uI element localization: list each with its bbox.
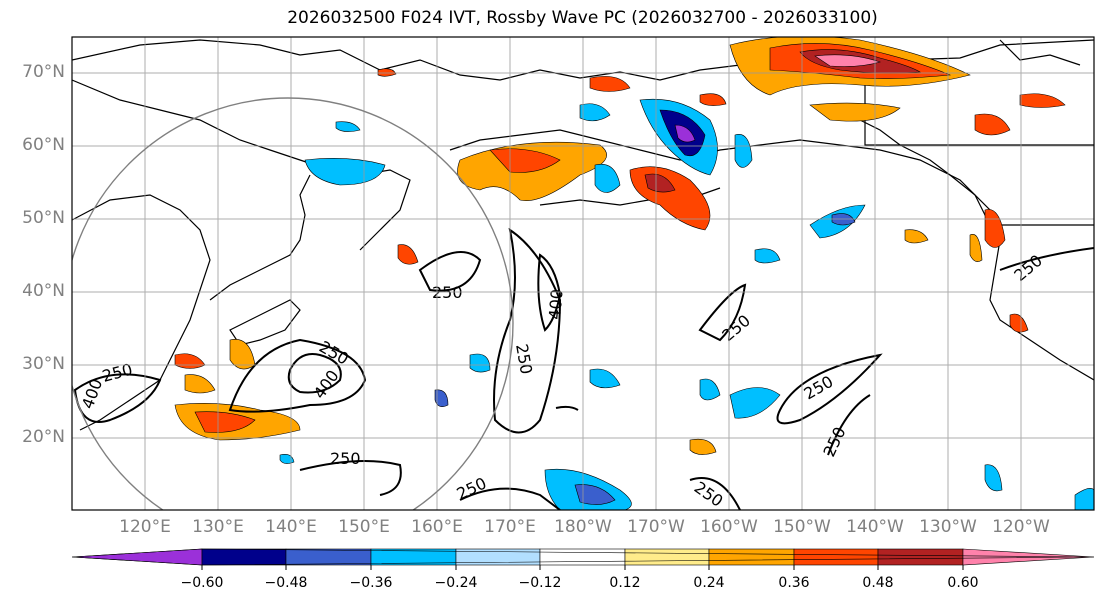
lon-label: 130°E	[192, 517, 244, 537]
contour-label: 400	[310, 366, 343, 402]
lon-label: 170°E	[484, 517, 536, 537]
lat-label: 50°N	[22, 208, 65, 228]
contour-label: 250	[691, 478, 727, 511]
colorbar-segment	[793, 548, 879, 566]
radius-circle	[72, 97, 514, 510]
colorbar-segment	[201, 548, 287, 566]
lon-label: 120°E	[119, 517, 171, 537]
contour-label: 250	[100, 360, 134, 386]
colorbar-tick-label: −0.24	[434, 575, 478, 591]
contour-label: 400	[545, 288, 567, 320]
colorbar	[71, 548, 1095, 570]
colorbar-tick-label: 0.12	[609, 575, 641, 591]
map-frame	[71, 36, 1095, 511]
colorbar-segment	[708, 548, 795, 566]
contour-label: 250	[718, 311, 754, 345]
colorbar-segment	[962, 548, 1095, 566]
lon-label: 140°W	[846, 517, 904, 537]
colorbar-segment	[624, 548, 710, 566]
lat-label: 30°N	[22, 354, 65, 374]
contour-label: 400	[78, 376, 106, 411]
colorbar-tick-label: 0.48	[862, 575, 894, 591]
ivt-contours	[73, 227, 1094, 510]
contour-label: 250	[316, 337, 352, 369]
colorbar-segment	[539, 548, 626, 566]
colorbar-tick-label: 0.36	[778, 575, 810, 591]
lon-label: 160°E	[411, 517, 463, 537]
lon-label: 130°W	[919, 517, 977, 537]
lat-label: 70°N	[22, 62, 65, 82]
contour-label: 250	[330, 449, 361, 468]
lat-label: 20°N	[22, 427, 65, 447]
colorbar-tick-label: −0.12	[518, 575, 562, 591]
colorbar-tick-label: −0.36	[349, 575, 393, 591]
colorbar-tick-label: 0.24	[693, 575, 725, 591]
lon-label: 140°E	[265, 517, 317, 537]
contour-label: 250	[819, 424, 849, 460]
map-title: 2026032500 F024 IVT, Rossby Wave PC (202…	[287, 8, 878, 28]
contour-label: 250	[512, 342, 536, 375]
contour-label: 250	[454, 473, 490, 503]
colorbar-tick-label: 0.60	[947, 575, 979, 591]
contour-label: 250	[801, 372, 837, 404]
colorbar-segment	[877, 548, 964, 566]
lon-label: 160°W	[700, 517, 758, 537]
lon-label: 180°W	[554, 517, 612, 537]
colorbar-tick-label: −0.60	[180, 575, 224, 591]
lat-label: 60°N	[22, 135, 65, 155]
colorbar-segment	[285, 548, 372, 566]
plot-area: 250 250 250 400 250 400 250 250 250 250 …	[72, 37, 1094, 511]
lon-label: 120°W	[992, 517, 1050, 537]
colorbar-segment	[71, 548, 203, 566]
lon-label: 150°E	[338, 517, 390, 537]
gridlines	[72, 37, 1094, 510]
lon-label: 170°W	[627, 517, 685, 537]
colorbar-tick-label: −0.48	[264, 575, 308, 591]
contour-label: 250	[1010, 251, 1046, 285]
anomaly-patches	[174, 37, 1094, 510]
lat-label: 40°N	[22, 281, 65, 301]
lon-label: 150°W	[773, 517, 831, 537]
